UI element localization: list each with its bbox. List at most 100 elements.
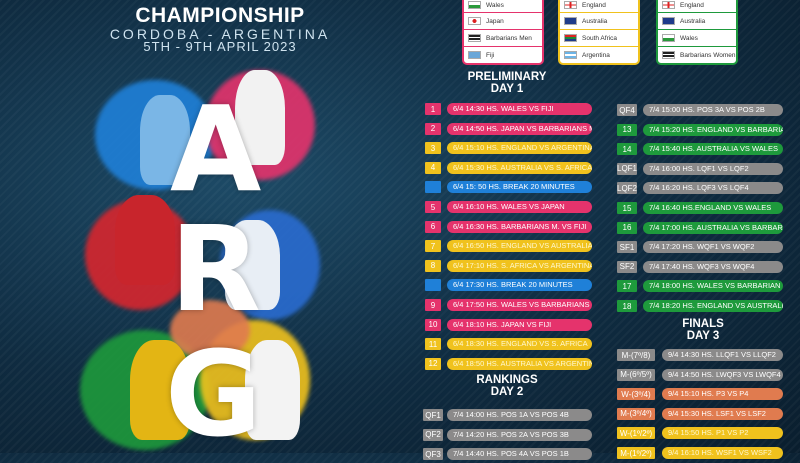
- match-number: [425, 279, 441, 292]
- group-team: England: [560, 0, 638, 12]
- team-name: Wales: [486, 1, 504, 9]
- team-name: Australia: [582, 17, 608, 25]
- player-image: [245, 340, 300, 440]
- match-info: 6/4 18:10 HS. JAPAN VS FIJI: [447, 318, 592, 331]
- match-number: M-(6º/5º): [617, 368, 655, 381]
- group-team: England: [658, 0, 736, 12]
- match-info: 6/4 17:30 HS. BREAK 20 MINUTES: [447, 279, 592, 292]
- dates: 5TH - 9TH APRIL 2023: [143, 39, 297, 54]
- group-team: Australia: [658, 12, 736, 29]
- location: CORDOBA - ARGENTINA: [109, 26, 331, 42]
- player-image: [140, 95, 190, 185]
- team-name: Australia: [680, 17, 706, 25]
- match-number: 4: [425, 161, 441, 174]
- match-number: QF4: [617, 104, 637, 116]
- finals-heading: FINALS DAY 3: [643, 318, 763, 342]
- match-info: 9/4 15:50 HS. P1 VS P2: [662, 427, 783, 440]
- match-number: M-(3º/4º): [617, 407, 655, 420]
- match-info: 9/4 14:30 HS. LLQF1 VS LLQF2: [662, 349, 783, 361]
- championship-title: CHAMPIONSHIP: [135, 4, 305, 27]
- match-info: 9/4 15:30 HS. LSF1 VS LSF2: [662, 407, 783, 420]
- match-info: 7/4 14:20 HS. POS 2A VS POS 3B: [447, 428, 592, 441]
- group-team: Barbarians Men: [464, 29, 542, 46]
- player-image: [225, 220, 280, 310]
- team-name: Barbarians Women: [680, 51, 736, 59]
- south-africa-flag-icon: [564, 34, 577, 42]
- match-number: 15: [617, 202, 637, 214]
- wales-flag-icon: [662, 34, 675, 42]
- england-flag-icon: [662, 1, 675, 9]
- group-team: Barbarians Women: [658, 46, 736, 63]
- match-info: 7/4 15:40 HS. AUSTRALIA VS WALES: [643, 143, 783, 156]
- match-info: 7/4 17:20 HS. WQF1 VS WQF2: [643, 241, 783, 254]
- group-team: Wales: [658, 29, 736, 46]
- match-info: 6/4 17:50 HS. WALES VS BARBARIANS M.: [447, 299, 592, 311]
- barbarians-flag-icon: [662, 51, 675, 59]
- group-table: England Australia South Africa Argentina: [558, 0, 640, 65]
- group-team: South Africa: [560, 29, 638, 46]
- match-info: 6/4 16:10 HS. WALES VS JAPAN: [447, 201, 592, 213]
- match-info: 6/4 17:10 HS. S. AFRICA VS ARGENTINA: [447, 259, 592, 272]
- match-number: [425, 181, 441, 194]
- match-number: 1: [425, 103, 441, 115]
- group-team: Fiji: [464, 46, 542, 63]
- match-info: 6/4 15:10 HS. ENGLAND VS ARGENTINA: [447, 142, 592, 155]
- player-image: [115, 195, 175, 285]
- match-number: 12: [425, 357, 441, 370]
- player-image: [130, 340, 190, 440]
- match-info: 7/4 17:00 HS. AUSTRALIA VS BARBARIAN W.: [643, 221, 783, 234]
- australia-flag-icon: [564, 17, 577, 25]
- match-info: 7/4 14:00 HS. POS 1A VS POS 4B: [447, 409, 592, 421]
- team-name: Fiji: [486, 51, 495, 59]
- day-label: DAY 1: [490, 83, 524, 95]
- match-number: QF1: [423, 409, 443, 421]
- match-info: 6/4 16:30 HS. BARBARIANS M. VS FIJI: [447, 220, 592, 233]
- match-number: 10: [425, 318, 441, 331]
- group-team: Japan: [464, 12, 542, 29]
- team-name: Wales: [680, 34, 698, 42]
- australia-flag-icon: [662, 17, 675, 25]
- japan-flag-icon: [468, 17, 481, 25]
- match-info: 6/4 18:50 HS. AUSTRALIA VS ARGENTINA: [447, 357, 592, 370]
- match-info: 7/4 16:20 HS. LQF3 VS LQF4: [643, 182, 783, 195]
- day-label: DAY 3: [686, 330, 720, 342]
- heading-text: FINALS: [682, 318, 724, 330]
- match-number: QF2: [423, 428, 443, 441]
- match-number: 6: [425, 220, 441, 233]
- match-number: 3: [425, 142, 441, 155]
- match-info: 7/4 16:00 HS. LQF1 VS LQF2: [643, 162, 783, 175]
- match-number: SF2: [617, 260, 637, 273]
- argentina-flag-icon: [564, 51, 577, 59]
- match-info: 9/4 16:10 HS. WSF1 VS WSF2: [662, 447, 783, 459]
- match-info: 9/4 15:10 HS. P3 VS P4: [662, 388, 783, 401]
- team-name: England: [582, 1, 606, 9]
- team-name: Barbarians Men: [486, 34, 532, 42]
- group-team: Argentina: [560, 46, 638, 63]
- rankings-heading: RANKINGS DAY 2: [447, 374, 567, 398]
- match-info: 9/4 14:50 HS. LWQF3 VS LWQF4: [662, 368, 783, 381]
- group-team: Australia: [560, 12, 638, 29]
- match-info: 7/4 14:40 HS. POS 4A VS POS 1B: [447, 448, 592, 461]
- match-info: 7/4 17:40 HS. WQF3 VS WQF4: [643, 260, 783, 273]
- match-number: 5: [425, 201, 441, 213]
- barbarians-flag-icon: [468, 34, 481, 42]
- match-number: 11: [425, 338, 441, 351]
- match-number: 16: [617, 221, 637, 234]
- match-info: 7/4 16:40 HS.ENGLAND VS WALES: [643, 202, 783, 214]
- heading-text: PRELIMINARY: [467, 71, 547, 83]
- preliminary-heading: PRELIMINARY DAY 1: [447, 71, 567, 95]
- match-number: M-(7º/8): [617, 349, 655, 361]
- match-info: 6/4 15:30 HS. AUSTRALIA VS S. AFRICA: [447, 161, 592, 174]
- wales-flag-icon: [468, 1, 481, 9]
- match-number: W-(3º/4): [617, 388, 655, 401]
- fiji-flag-icon: [468, 51, 481, 59]
- match-number: QF3: [423, 448, 443, 461]
- match-number: W-(1º/2º): [617, 427, 655, 440]
- match-number: 9: [425, 299, 441, 311]
- group-table: Wales Japan Barbarians Men Fiji: [462, 0, 544, 65]
- group-team: Wales: [464, 0, 542, 12]
- letter-r: R: [170, 200, 261, 338]
- match-info: 7/4 18:00 HS. WALES VS BARBARIAN W.: [643, 280, 783, 293]
- team-name: South Africa: [582, 34, 618, 42]
- match-number: LQF1: [617, 162, 638, 175]
